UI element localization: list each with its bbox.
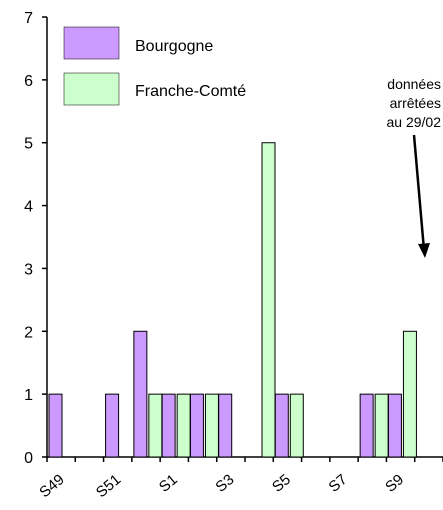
bar-bourgogne-s3 [218,393,233,458]
y-tick-label: 6 [24,73,33,90]
bar-bourgogne-s5 [274,393,289,458]
bar-bourgogne-s52 [133,330,148,458]
x-tick-label: S7 [326,471,351,496]
legend: Bourgogne Franche-Comté [63,26,246,106]
annotation-line-2: arrêtées [390,95,441,111]
annotation-line-1: données [387,76,441,92]
bar-franche-comte-s4 [261,142,276,458]
y-tick-label: 7 [24,10,33,27]
legend-swatch-franche-comte [63,72,120,106]
y-tick-label: 2 [24,324,33,341]
x-tick-label: S51 [93,471,124,501]
y-tick-label: 0 [24,450,33,467]
legend-swatch-bourgogne [63,26,120,60]
x-tick-label: S5 [269,471,294,496]
y-tick-label: 3 [24,261,33,278]
bars [48,142,417,458]
bar-franche-comte-s1 [176,393,191,458]
bar-bourgogne-s49 [48,393,63,458]
bar-bourgogne-s1 [161,393,176,458]
bar-bourgogne-s51 [105,393,120,458]
x-tick-label: S9 [382,471,407,496]
bar-franche-comte-s8 [374,393,389,458]
y-tick-label: 1 [24,387,33,404]
bar-bourgogne-s9 [387,393,402,458]
legend-label-bourgogne: Bourgogne [135,38,213,55]
x-tick-label: S1 [156,471,181,496]
bar-franche-comte-s52 [148,393,163,458]
y-tick-label: 4 [24,199,33,216]
annotation-arrow-line [412,134,426,251]
annotation-arrowhead-icon [418,243,430,258]
bar-bourgogne-s2 [189,393,204,458]
x-tick-label: S3 [212,471,237,496]
bar-franche-comte-s5 [289,393,304,458]
annotation-line-3: au 29/02 [387,114,442,130]
legend-label-franche-comte: Franche-Comté [135,83,246,100]
bar-franche-comte-s2 [204,393,219,458]
y-tick-label: 5 [24,136,33,153]
bar-bourgogne-s8 [359,393,374,458]
bar-franche-comte-s9 [402,330,417,458]
x-tick-label: S49 [36,471,67,501]
annotation: données arrêtées au 29/02 [387,76,442,258]
